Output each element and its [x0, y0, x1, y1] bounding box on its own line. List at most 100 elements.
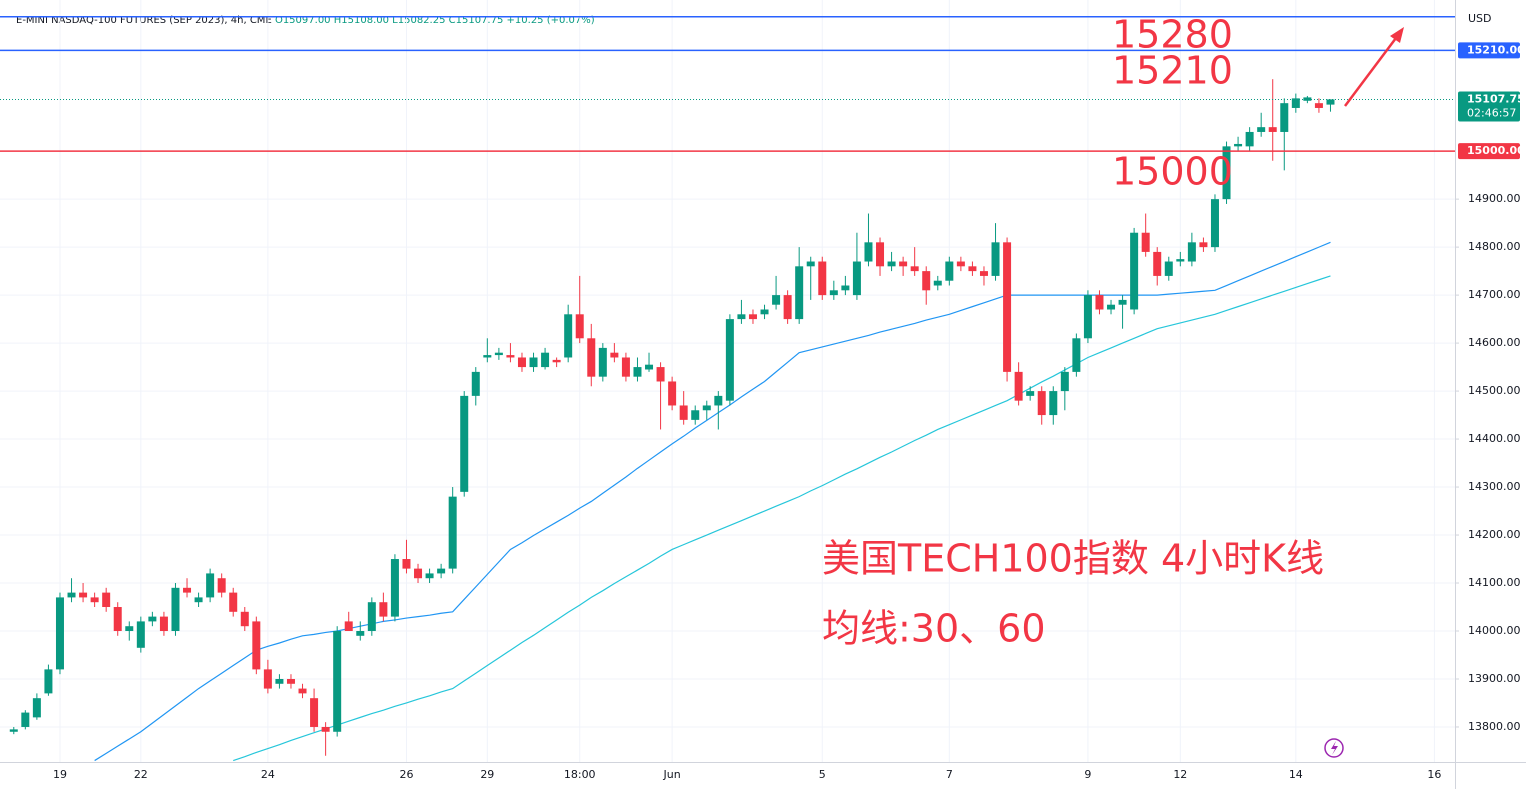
candle-body — [564, 314, 573, 358]
moving-average — [94, 241, 1331, 762]
candle-body — [206, 573, 215, 598]
candle-body — [102, 592, 111, 608]
currency-label: USD — [1468, 12, 1492, 25]
x-tick-label: 5 — [819, 768, 826, 781]
candle-body — [252, 621, 261, 670]
candle-body — [829, 290, 838, 296]
arrow-head — [1390, 27, 1404, 43]
candle-body — [1037, 391, 1046, 416]
countdown-label: 02:46:57 — [1467, 106, 1516, 119]
annotation: 15210 — [1112, 49, 1233, 93]
annotation: 15280 — [1112, 13, 1233, 57]
y-tick-label: 14600.00 — [1468, 336, 1521, 349]
annotation: 15000 — [1112, 150, 1233, 194]
candle-body — [286, 678, 295, 684]
candle-body — [668, 381, 677, 406]
candle-body — [21, 712, 30, 727]
candle-body — [806, 261, 815, 267]
x-tick-label: Jun — [663, 768, 681, 781]
candle-body — [437, 568, 446, 574]
candle-body — [425, 573, 434, 579]
candle-body — [910, 266, 919, 272]
candle-body — [979, 271, 988, 276]
candle-body — [691, 410, 700, 420]
candle-body — [194, 597, 203, 603]
candle-body — [795, 266, 804, 320]
candle-body — [460, 395, 469, 492]
x-tick-label: 14 — [1289, 768, 1303, 781]
candle-body — [714, 395, 723, 406]
candle-body — [552, 359, 561, 363]
candle-body — [136, 621, 145, 648]
candle-body — [818, 261, 827, 296]
price-label: 15000.00 — [1467, 144, 1525, 157]
moving-average — [233, 275, 1331, 762]
candle-body — [748, 314, 757, 320]
candle-body — [1187, 242, 1196, 262]
candle-body — [610, 352, 619, 358]
candle-body — [575, 314, 584, 339]
candle-body — [367, 602, 376, 632]
candle-body — [598, 347, 607, 377]
x-tick-label: 22 — [134, 768, 148, 781]
candle-body — [922, 271, 931, 291]
candle-body — [1199, 242, 1208, 248]
candle-body — [737, 314, 746, 320]
candle-body — [1210, 199, 1219, 248]
candle-body — [90, 597, 99, 603]
candle-body — [32, 698, 41, 718]
candle-body — [956, 261, 965, 267]
candle-body — [113, 607, 122, 632]
candle-body — [1291, 98, 1300, 108]
candle-body — [760, 309, 769, 315]
candle-body — [494, 352, 503, 356]
candle-body — [1245, 131, 1254, 147]
candle-body — [321, 726, 330, 732]
candle-body — [852, 261, 861, 296]
candle-body — [725, 319, 734, 401]
price-label-box — [1458, 42, 1520, 59]
candle-body — [876, 242, 885, 267]
candle-body — [79, 592, 88, 598]
x-tick-label: 29 — [480, 768, 494, 781]
candle-body — [1130, 232, 1139, 310]
y-tick-label: 13800.00 — [1468, 720, 1521, 733]
ohlc-low: L15082.25 — [392, 15, 445, 26]
x-tick-label: 24 — [261, 768, 275, 781]
x-tick-label: 18:00 — [564, 768, 596, 781]
candle-body — [621, 357, 630, 377]
price-label: 15210.00 — [1467, 43, 1525, 56]
price-label-box — [1458, 143, 1520, 160]
annotation: 均线:30、60 — [822, 607, 1046, 651]
lightning-icon[interactable] — [1324, 738, 1344, 758]
candle-body — [933, 280, 942, 286]
candle-body — [183, 587, 192, 593]
candle-body — [171, 587, 180, 632]
candle-body — [1164, 261, 1173, 276]
ohlc-close: C15107.75 — [449, 15, 504, 26]
x-tick-label: 9 — [1084, 768, 1091, 781]
candle-body — [217, 578, 226, 593]
last-price-box — [1458, 91, 1520, 122]
y-tick-label: 14700.00 — [1468, 288, 1521, 301]
candle-body — [67, 592, 76, 598]
x-tick-label: 26 — [399, 768, 413, 781]
candle-body — [841, 285, 850, 291]
candle-body — [1303, 97, 1312, 101]
candle-body — [1222, 146, 1231, 200]
candle-body — [275, 678, 284, 684]
candle-body — [1060, 371, 1069, 392]
y-tick-label: 13900.00 — [1468, 672, 1521, 685]
lightning-bolt — [1331, 741, 1338, 755]
candle-body — [44, 669, 53, 694]
candle-body — [1107, 304, 1116, 310]
candle-body — [1234, 143, 1243, 147]
candle-body — [968, 266, 977, 272]
y-tick-label: 14500.00 — [1468, 384, 1521, 397]
candle-body — [887, 261, 896, 267]
ohlc-open: O15097.00 — [275, 15, 331, 26]
y-tick-label: 14400.00 — [1468, 432, 1521, 445]
ohlc-change: +10.25 (+0.07%) — [507, 15, 595, 26]
